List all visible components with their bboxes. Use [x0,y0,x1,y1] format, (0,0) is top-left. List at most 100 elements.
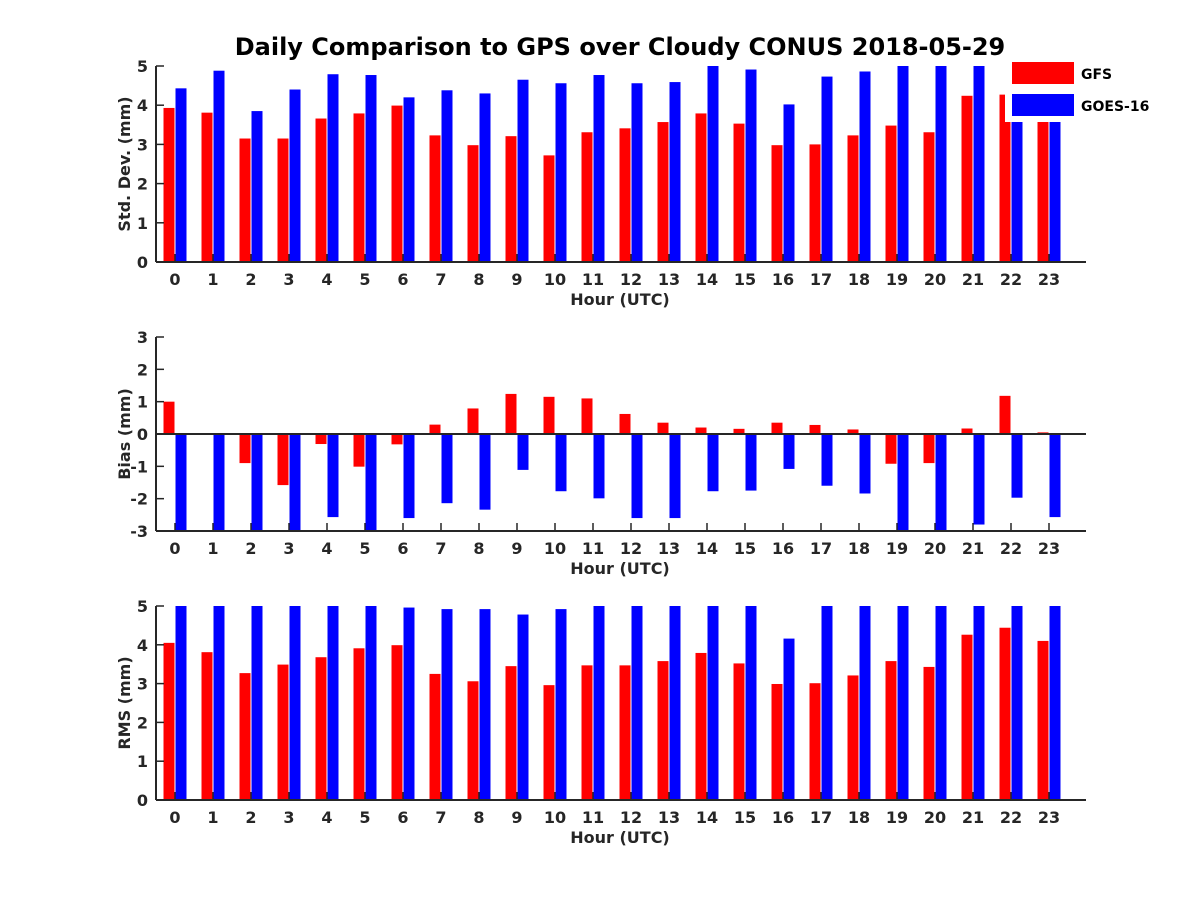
bar-goes-16-hour-2 [251,434,263,531]
bar-gfs-hour-0 [163,642,175,800]
x-tick-label: 11 [582,539,604,558]
bar-goes-16-hour-19 [897,66,909,262]
x-tick-label: 21 [962,539,984,558]
x-tick-label: 15 [734,808,756,827]
bar-goes-16-hour-11 [593,606,605,800]
bar-gfs-hour-9 [505,393,517,434]
bar-goes-16-hour-11 [593,434,605,499]
bar-goes-16-hour-9 [517,614,529,800]
y-axis-label: Bias (mm) [115,388,134,480]
bar-gfs-hour-4 [315,434,327,445]
x-tick-label: 18 [848,808,870,827]
y-tick-label: 3 [137,675,148,694]
bar-gfs-hour-14 [695,113,707,263]
x-tick-label: 1 [207,808,218,827]
bar-goes-16-hour-5 [365,434,377,531]
x-tick-label: 20 [924,270,946,289]
x-tick-label: 8 [473,270,484,289]
y-tick-label: 1 [137,214,148,233]
bar-goes-16-hour-13 [669,434,681,519]
bar-gfs-hour-22 [999,94,1011,263]
bar-gfs-hour-17 [809,424,821,434]
bar-gfs-hour-21 [961,95,973,262]
x-tick-label: 20 [924,808,946,827]
y-tick-label: -1 [130,457,148,476]
x-tick-label: 12 [620,539,642,558]
bar-gfs-hour-23 [1037,113,1049,262]
x-axis-label: Hour (UTC) [570,828,670,847]
x-tick-label: 18 [848,270,870,289]
bar-gfs-hour-11 [581,398,593,434]
bar-goes-16-hour-23 [1049,606,1061,800]
bar-gfs-hour-8 [467,681,479,800]
bar-gfs-hour-15 [733,663,745,800]
bar-goes-16-hour-9 [517,79,529,262]
bar-gfs-hour-23 [1037,640,1049,800]
bar-gfs-hour-4 [315,118,327,262]
x-tick-label: 5 [359,539,370,558]
bar-goes-16-hour-3 [289,89,301,263]
x-tick-label: 19 [886,808,908,827]
x-tick-label: 3 [283,808,294,827]
bar-gfs-hour-10 [543,396,555,434]
x-tick-label: 15 [734,539,756,558]
bar-goes-16-hour-12 [631,606,643,800]
chart-title: Daily Comparison to GPS over Cloudy CONU… [235,33,1006,61]
bar-goes-16-hour-10 [555,83,567,262]
x-tick-label: 2 [245,270,256,289]
bar-gfs-hour-6 [391,645,403,800]
x-tick-label: 0 [169,270,180,289]
bar-gfs-hour-2 [239,673,251,800]
bar-gfs-hour-7 [429,673,441,800]
bar-gfs-hour-14 [695,652,707,800]
bar-gfs-hour-18 [847,675,859,800]
bar-gfs-hour-1 [201,112,213,263]
bar-gfs-hour-10 [543,155,555,262]
x-tick-label: 10 [544,539,566,558]
bar-goes-16-hour-21 [973,606,985,800]
bar-gfs-hour-12 [619,128,631,262]
bar-goes-16-hour-23 [1049,81,1061,263]
bar-gfs-hour-2 [239,434,251,464]
bar-gfs-hour-0 [163,401,175,434]
bar-goes-16-hour-3 [289,606,301,800]
bar-gfs-hour-5 [353,648,365,800]
bar-goes-16-hour-6 [403,97,415,262]
y-tick-label: 1 [137,752,148,771]
bar-goes-16-hour-12 [631,83,643,262]
x-tick-label: 16 [772,539,794,558]
bar-goes-16-hour-17 [821,76,833,262]
bar-goes-16-hour-1 [213,70,225,262]
bar-gfs-hour-3 [277,138,289,262]
bar-gfs-hour-20 [923,434,935,464]
bar-gfs-hour-5 [353,113,365,263]
bar-gfs-hour-16 [771,683,783,800]
legend-label-goes-16: GOES-16 [1081,99,1149,115]
bar-goes-16-hour-9 [517,434,529,470]
bar-goes-16-hour-13 [669,82,681,262]
bar-goes-16-hour-4 [327,74,339,262]
bar-gfs-hour-0 [163,107,175,262]
bar-gfs-hour-6 [391,434,403,445]
x-tick-label: 22 [1000,539,1022,558]
bar-gfs-hour-20 [923,132,935,262]
bar-goes-16-hour-16 [783,104,795,262]
y-tick-label: 0 [137,253,148,272]
x-tick-label: 10 [544,808,566,827]
y-tick-label: 0 [137,425,148,444]
bar-goes-16-hour-22 [1011,434,1023,498]
x-tick-label: 23 [1038,539,1060,558]
bar-gfs-hour-11 [581,132,593,262]
x-tick-label: 17 [810,539,832,558]
bar-goes-16-hour-3 [289,434,301,531]
bar-goes-16-hour-11 [593,75,605,263]
bar-goes-16-hour-22 [1011,606,1023,800]
bar-gfs-hour-6 [391,105,403,262]
bar-goes-16-hour-1 [213,434,225,531]
bar-gfs-hour-3 [277,664,289,800]
x-tick-label: 8 [473,808,484,827]
bar-gfs-hour-19 [885,125,897,262]
